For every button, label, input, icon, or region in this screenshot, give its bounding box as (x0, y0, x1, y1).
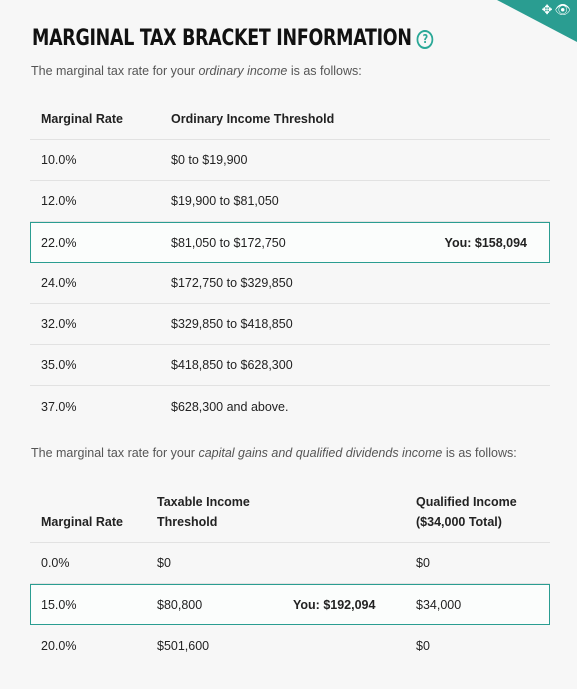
qualified-cell: $34,000 (416, 597, 462, 612)
table-row: 20.0% $501,600 $0 (30, 625, 550, 666)
rate-cell: 0.0% (41, 556, 70, 570)
rate-cell: 37.0% (41, 399, 77, 414)
header-qualified-income: Qualified Income ($34,000 Total) (416, 481, 517, 542)
page-title: MARGINAL TAX BRACKET INFORMATION? (32, 26, 434, 51)
rate-cell: 24.0% (41, 276, 77, 290)
header-qualified-line1: Qualified Income (416, 494, 517, 509)
move-icon[interactable]: ✥ (541, 3, 555, 18)
rate-cell: 12.0% (41, 194, 77, 208)
table-row: 12.0% $19,900 to $81,050 (30, 181, 550, 222)
threshold-cell: $19,900 to $81,050 (171, 194, 279, 208)
capital-gains-table: Marginal Rate Taxable Income Threshold Q… (30, 481, 550, 666)
ordinary-intro: The marginal tax rate for your ordinary … (31, 64, 362, 78)
table-header: Marginal Rate Ordinary Income Threshold (30, 99, 550, 140)
header-taxable-line2: Threshold (157, 514, 218, 529)
header-taxable-line1: Taxable Income (157, 494, 250, 509)
header-qualified-line2: ($34,000 Total) (416, 514, 502, 529)
threshold-cell: $418,850 to $628,300 (171, 358, 293, 372)
capital-gains-intro: The marginal tax rate for your capital g… (31, 446, 517, 460)
qualified-cell: $0 (416, 556, 430, 570)
header-marginal-rate: Marginal Rate (41, 112, 123, 126)
table-header: Marginal Rate Taxable Income Threshold Q… (30, 481, 550, 543)
table-row-highlighted: 15.0% $80,800 You: $192,094 $34,000 (30, 584, 550, 625)
table-row: 24.0% $172,750 to $329,850 (30, 263, 550, 304)
help-icon[interactable]: ? (416, 29, 434, 49)
table-row: 37.0% $628,300 and above. (30, 386, 550, 427)
rate-cell: 15.0% (41, 597, 77, 612)
rate-cell: 10.0% (41, 153, 77, 167)
your-income-marker: You: $158,094 (444, 235, 527, 250)
threshold-cell: $0 (157, 556, 171, 570)
rate-cell: 20.0% (41, 638, 77, 653)
threshold-cell: $0 to $19,900 (171, 153, 248, 167)
rate-cell: 35.0% (41, 358, 77, 372)
header-ordinary-threshold: Ordinary Income Threshold (171, 112, 335, 126)
header-taxable-threshold: Taxable Income Threshold (157, 481, 250, 542)
header-marginal-rate: Marginal Rate (41, 515, 123, 529)
corner-triangle (497, 0, 577, 42)
qualified-cell: $0 (416, 638, 430, 653)
table-row: 35.0% $418,850 to $628,300 (30, 345, 550, 386)
eye-icon[interactable]: 👁 (554, 3, 573, 18)
table-row: 10.0% $0 to $19,900 (30, 140, 550, 181)
rate-cell: 32.0% (41, 317, 77, 331)
ordinary-income-table: Marginal Rate Ordinary Income Threshold … (30, 99, 550, 427)
threshold-cell: $329,850 to $418,850 (171, 317, 293, 331)
corner-icons: ✥👁 (542, 3, 573, 18)
corner-tab: ✥👁 (497, 0, 577, 42)
rate-cell: 22.0% (41, 235, 77, 250)
threshold-cell: $628,300 and above. (171, 399, 289, 414)
threshold-cell: $501,600 (157, 638, 210, 653)
threshold-cell: $80,800 (157, 597, 203, 612)
threshold-cell: $172,750 to $329,850 (171, 276, 293, 290)
table-row: 32.0% $329,850 to $418,850 (30, 304, 550, 345)
table-row-highlighted: 22.0% $81,050 to $172,750 You: $158,094 (30, 222, 550, 263)
your-income-marker: You: $192,094 (293, 597, 376, 612)
threshold-cell: $81,050 to $172,750 (171, 235, 286, 250)
table-row: 0.0% $0 $0 (30, 543, 550, 584)
